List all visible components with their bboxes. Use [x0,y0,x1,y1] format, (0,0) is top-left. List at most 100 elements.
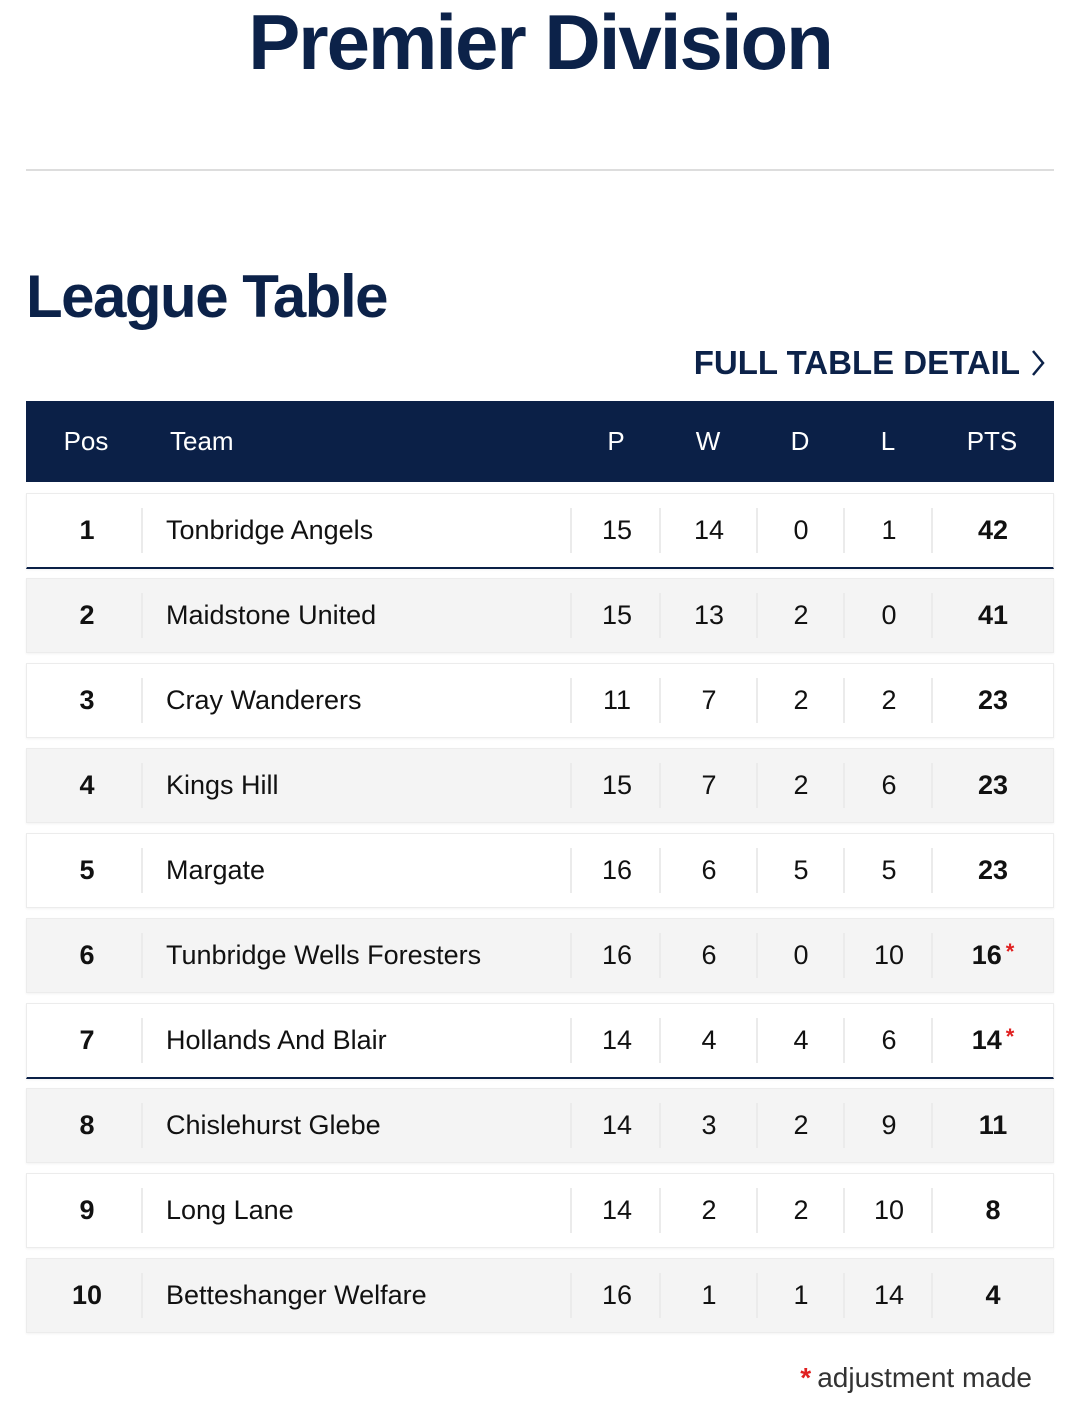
divider [756,678,758,723]
table-row[interactable]: 6 Tunbridge Wells Foresters 16 6 0 10 16… [26,918,1054,993]
drawn: 2 [793,685,809,715]
divider [843,593,845,638]
divider [570,1103,572,1148]
won: 4 [701,1025,717,1055]
played: 14 [601,1025,633,1055]
team-name[interactable]: Margate [166,855,266,885]
played: 14 [601,1195,633,1225]
lost: 2 [881,685,897,715]
won: 3 [701,1110,717,1140]
divider [756,508,758,553]
lost: 6 [881,770,897,800]
divider [141,593,143,638]
drawn: 2 [793,770,809,800]
divider [931,763,933,808]
drawn: 2 [793,1195,809,1225]
divider [570,763,572,808]
points: 23 [977,770,1009,800]
team-name[interactable]: Maidstone United [166,600,377,630]
points: 16 [971,940,1002,970]
lost: 6 [881,1025,897,1055]
divider [570,933,572,978]
table-row[interactable]: 2 Maidstone United 15 13 2 0 41 [26,578,1054,653]
divider [659,1273,661,1318]
pos: 4 [79,770,95,800]
won: 6 [701,940,717,970]
header-pts: PTS [966,426,1018,456]
divider [843,678,845,723]
divider [843,1273,845,1318]
divider [756,1103,758,1148]
divider [659,848,661,893]
divider [659,1188,661,1233]
asterisk: * [800,1362,812,1393]
table-row[interactable]: 4 Kings Hill 15 7 2 6 23 [26,748,1054,823]
divider [141,1018,143,1063]
pos: 3 [79,685,95,715]
divider [141,678,143,723]
points-cell: 14 * [933,1004,1053,1077]
divider [659,678,661,723]
won: 7 [701,685,717,715]
divider [931,1103,933,1148]
played: 16 [601,855,633,885]
divider [570,1273,572,1318]
drawn: 2 [793,1110,809,1140]
table-header: Pos Team P W D L PTS [26,401,1054,482]
table-row[interactable]: 7 Hollands And Blair 14 4 4 6 14 * [26,1003,1054,1079]
drawn: 1 [793,1280,809,1310]
table-row[interactable]: 3 Cray Wanderers 11 7 2 2 23 [26,663,1054,738]
points-cell: 23 [933,664,1053,737]
team-name[interactable]: Kings Hill [166,770,279,800]
team-name[interactable]: Tunbridge Wells Foresters [166,940,482,970]
divider [931,848,933,893]
played: 14 [601,1110,633,1140]
table-row[interactable]: 1 Tonbridge Angels 15 14 0 1 42 [26,493,1054,569]
divider [756,593,758,638]
header-pos: Pos [63,426,109,456]
divider [843,1018,845,1063]
table-row[interactable]: 9 Long Lane 14 2 2 10 8 [26,1173,1054,1248]
divider [141,1103,143,1148]
played: 15 [601,515,633,545]
played: 16 [601,940,633,970]
drawn: 0 [793,940,809,970]
divider [931,1273,933,1318]
won: 6 [701,855,717,885]
points: 4 [985,1280,1001,1310]
table-row[interactable]: 8 Chislehurst Glebe 14 3 2 9 11 [26,1088,1054,1163]
adjustment-marker: * [1005,1024,1015,1049]
pos: 7 [79,1025,95,1055]
points-cell: 8 [933,1174,1053,1247]
team-name[interactable]: Betteshanger Welfare [166,1280,427,1310]
divider [26,169,1054,171]
pos: 2 [79,600,95,630]
divider [843,848,845,893]
team-name[interactable]: Chislehurst Glebe [166,1110,381,1140]
divider [931,678,933,723]
table-row[interactable]: 5 Margate 16 6 5 5 23 [26,833,1054,908]
drawn: 4 [793,1025,809,1055]
team-name[interactable]: Long Lane [166,1195,294,1225]
divider [141,1273,143,1318]
lost: 9 [881,1110,897,1140]
points-cell: 4 [933,1259,1053,1332]
divider [931,1188,933,1233]
team-name[interactable]: Tonbridge Angels [166,515,374,545]
drawn: 5 [793,855,809,885]
team-name[interactable]: Hollands And Blair [166,1025,387,1055]
divider [141,933,143,978]
divider [570,678,572,723]
team-name[interactable]: Cray Wanderers [166,685,362,715]
lost: 10 [873,1195,905,1225]
divider [843,508,845,553]
table-row[interactable]: 10 Betteshanger Welfare 16 1 1 14 4 [26,1258,1054,1333]
points: 42 [977,515,1009,545]
full-table-detail-link[interactable]: FULL TABLE DETAIL [694,344,1046,382]
pos: 1 [79,515,95,545]
divider [756,1018,758,1063]
header-p: P [607,426,625,456]
points-cell: 41 [933,579,1053,652]
played: 16 [601,1280,633,1310]
divider [659,508,661,553]
